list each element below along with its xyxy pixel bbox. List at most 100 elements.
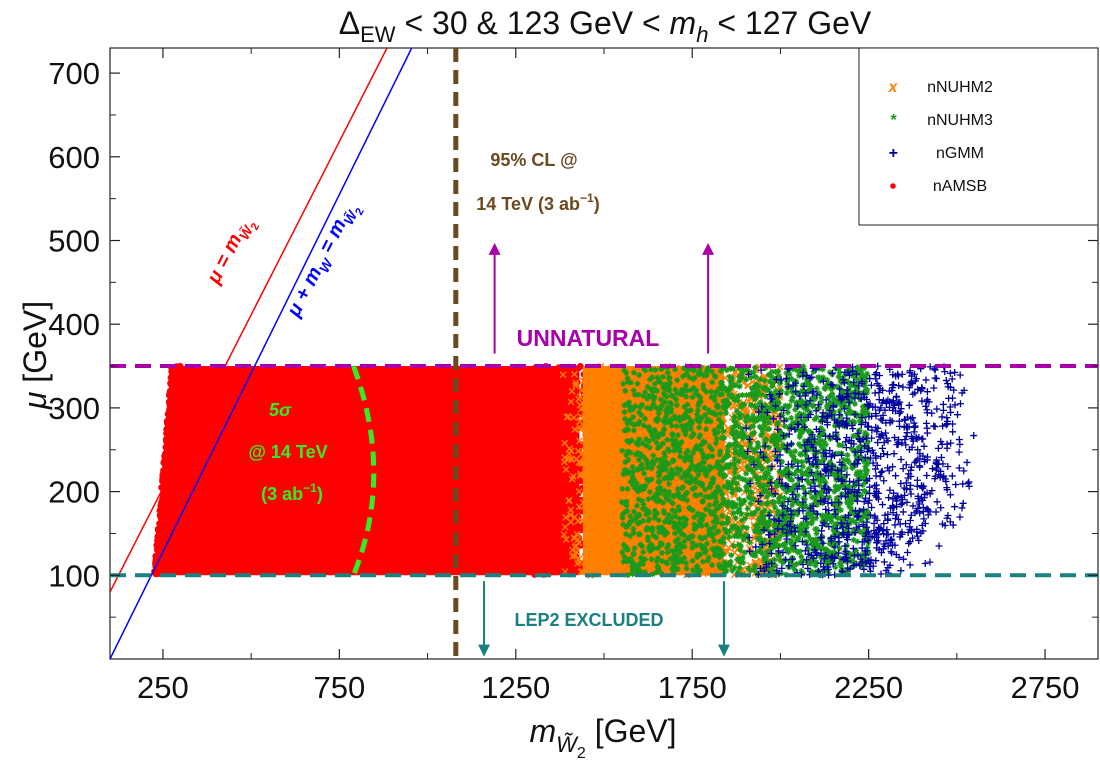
point-nNUHM3 bbox=[648, 366, 655, 373]
point-nNUHM3 bbox=[804, 378, 811, 385]
point-nNUHM3 bbox=[699, 558, 706, 565]
point-nNUHM3 bbox=[729, 499, 736, 506]
point-nGMM bbox=[775, 390, 783, 398]
point-nNUHM3 bbox=[705, 526, 712, 533]
point-nNUHM3 bbox=[624, 523, 631, 530]
point-nNUHM3 bbox=[752, 472, 759, 479]
point-nNUHM3 bbox=[629, 473, 636, 480]
point-nNUHM3 bbox=[635, 465, 642, 472]
point-nNUHM3 bbox=[763, 548, 770, 555]
point-nNUHM3 bbox=[794, 492, 801, 499]
point-nNUHM3 bbox=[795, 534, 802, 541]
point-nGMM bbox=[843, 386, 851, 394]
point-nNUHM3 bbox=[772, 562, 779, 569]
point-nNUHM3 bbox=[758, 490, 765, 497]
point-nGMM bbox=[949, 420, 957, 428]
point-nNUHM3 bbox=[722, 409, 729, 416]
point-nNUHM3 bbox=[791, 482, 798, 489]
point-nNUHM3 bbox=[747, 401, 754, 408]
point-nNUHM3 bbox=[711, 372, 718, 379]
point-nAMSB bbox=[535, 450, 542, 457]
point-nNUHM3 bbox=[862, 408, 869, 415]
point-nNUHM3 bbox=[738, 370, 745, 377]
point-nNUHM3 bbox=[832, 422, 839, 429]
point-nAMSB bbox=[165, 424, 173, 432]
point-nNUHM3 bbox=[624, 378, 631, 385]
point-nNUHM3 bbox=[714, 404, 721, 411]
point-nNUHM3 bbox=[644, 464, 651, 471]
point-nNUHM3 bbox=[657, 443, 664, 450]
point-nAMSB bbox=[159, 477, 166, 485]
point-nNUHM3 bbox=[637, 554, 644, 561]
point-nNUHM3 bbox=[633, 484, 640, 491]
point-nGMM bbox=[807, 469, 815, 477]
point-nNUHM3 bbox=[664, 404, 671, 411]
point-nNUHM3 bbox=[695, 392, 702, 399]
point-nNUHM3 bbox=[698, 447, 705, 454]
point-nGMM bbox=[910, 419, 918, 427]
point-nNUHM3 bbox=[834, 494, 841, 501]
point-nNUHM3 bbox=[816, 490, 823, 497]
point-nNUHM3 bbox=[820, 514, 827, 521]
point-nNUHM3 bbox=[714, 484, 721, 491]
point-nNUHM3 bbox=[703, 472, 710, 479]
point-nAMSB bbox=[535, 386, 542, 394]
point-nNUHM3 bbox=[826, 393, 833, 400]
point-nNUHM2 bbox=[579, 568, 587, 576]
point-nGMM bbox=[895, 553, 903, 561]
point-nGMM bbox=[942, 376, 950, 384]
point-nNUHM2 bbox=[590, 370, 598, 378]
point-nAMSB bbox=[169, 373, 177, 381]
point-nNUHM2 bbox=[612, 436, 620, 444]
point-nNUHM3 bbox=[833, 476, 840, 483]
point-nNUHM3 bbox=[740, 435, 747, 442]
point-nNUHM2 bbox=[568, 475, 576, 483]
point-nNUHM3 bbox=[832, 564, 839, 571]
point-nNUHM2 bbox=[617, 533, 625, 541]
point-nGMM bbox=[752, 543, 760, 551]
point-nNUHM3 bbox=[632, 515, 639, 522]
point-nNUHM3 bbox=[770, 491, 777, 498]
point-nNUHM3 bbox=[735, 533, 742, 540]
point-nGMM bbox=[930, 365, 938, 373]
point-nNUHM3 bbox=[735, 541, 742, 548]
point-nAMSB bbox=[538, 430, 545, 438]
point-nNUHM3 bbox=[633, 480, 640, 487]
point-nNUHM3 bbox=[725, 388, 732, 395]
point-nNUHM3 bbox=[772, 520, 779, 527]
point-nAMSB bbox=[163, 451, 171, 459]
point-nNUHM3 bbox=[663, 419, 670, 426]
point-nNUHM3 bbox=[785, 404, 792, 411]
point-nNUHM3 bbox=[827, 400, 834, 407]
point-nNUHM3 bbox=[789, 530, 796, 537]
point-nNUHM2 bbox=[586, 418, 594, 426]
point-nNUHM3 bbox=[747, 567, 754, 574]
point-nNUHM3 bbox=[689, 567, 696, 574]
point-nGMM bbox=[872, 410, 880, 418]
point-nNUHM3 bbox=[646, 444, 653, 451]
point-nGMM bbox=[828, 498, 836, 506]
point-nNUHM2 bbox=[607, 522, 615, 530]
point-nGMM bbox=[920, 442, 928, 450]
point-nNUHM2 bbox=[594, 453, 602, 461]
point-nNUHM2 bbox=[583, 448, 591, 456]
point-nNUHM3 bbox=[683, 393, 690, 400]
point-nNUHM3 bbox=[711, 552, 718, 559]
point-nNUHM3 bbox=[635, 391, 642, 398]
point-nNUHM3 bbox=[819, 518, 826, 525]
point-nNUHM3 bbox=[768, 546, 775, 553]
point-nNUHM3 bbox=[815, 449, 822, 456]
point-nNUHM3 bbox=[713, 436, 720, 443]
point-nAMSB bbox=[164, 512, 172, 519]
point-nNUHM3 bbox=[618, 499, 625, 506]
point-nNUHM3 bbox=[784, 381, 791, 388]
point-nNUHM3 bbox=[780, 559, 787, 566]
point-nNUHM3 bbox=[635, 496, 642, 503]
point-nNUHM3 bbox=[643, 404, 650, 411]
point-nNUHM3 bbox=[837, 500, 844, 507]
point-nNUHM3 bbox=[819, 500, 826, 507]
point-nNUHM3 bbox=[634, 520, 641, 527]
point-nNUHM3 bbox=[837, 483, 844, 490]
point-nGMM bbox=[866, 511, 874, 519]
point-nNUHM2 bbox=[575, 488, 583, 496]
